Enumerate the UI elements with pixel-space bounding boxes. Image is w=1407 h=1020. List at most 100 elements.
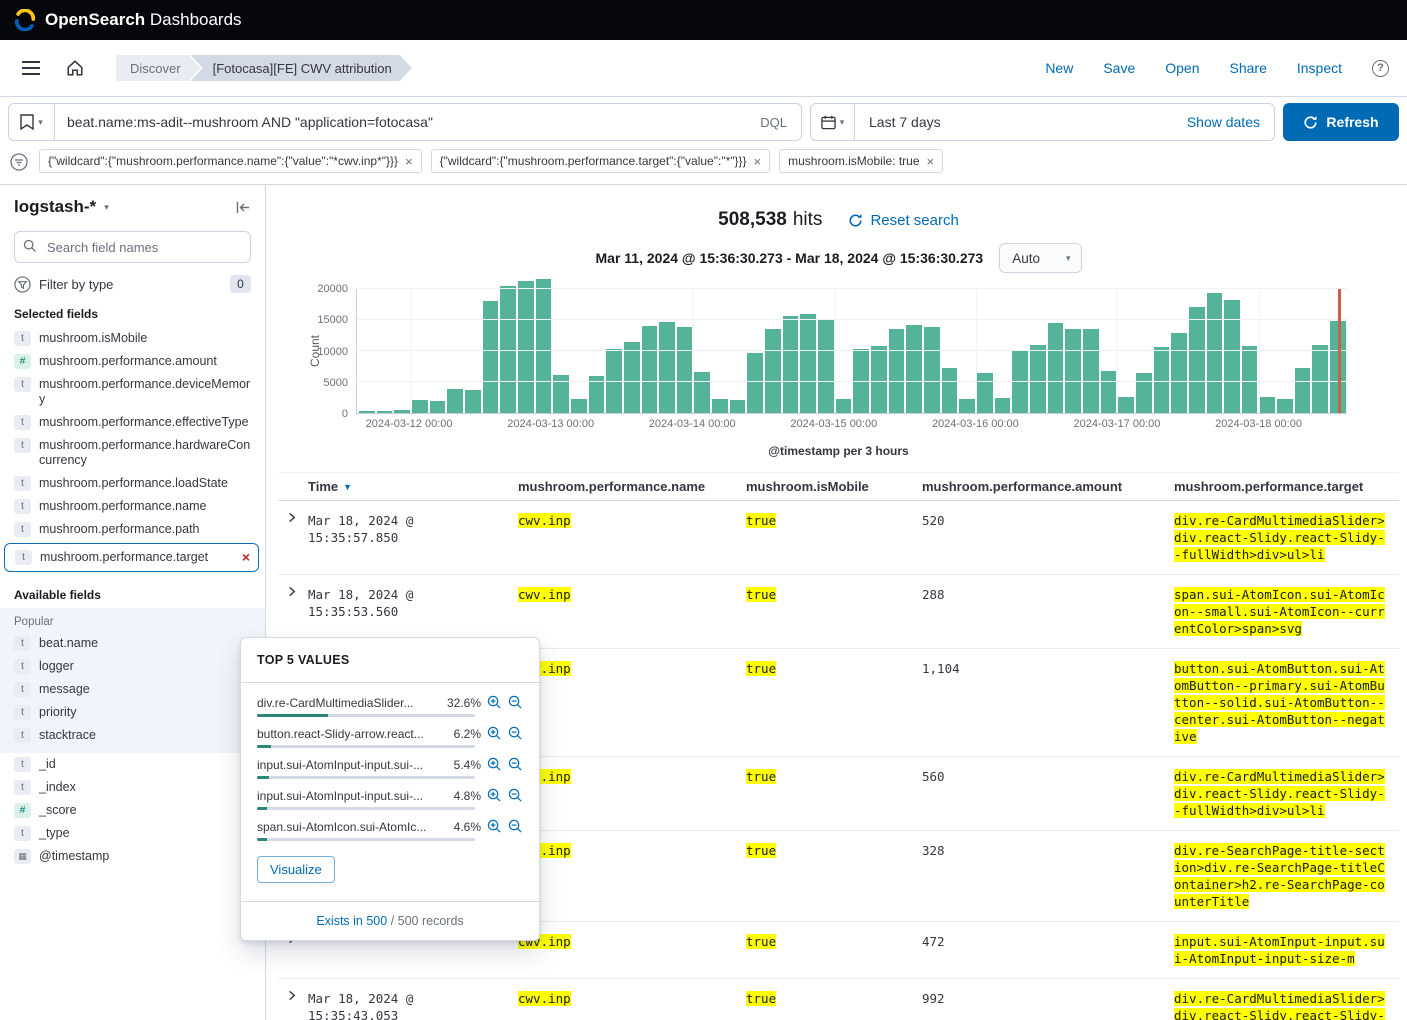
histogram-bar[interactable] — [588, 375, 605, 413]
field-item[interactable]: # mushroom.performance.amount — [0, 350, 265, 373]
collapse-sidebar-icon[interactable] — [236, 201, 251, 214]
inspect-button[interactable]: Inspect — [1296, 60, 1342, 76]
exists-in-link[interactable]: Exists in 500 — [316, 914, 388, 928]
histogram-bar[interactable] — [871, 346, 887, 413]
home-icon[interactable] — [62, 55, 88, 81]
field-item[interactable]: t mushroom.performance.path — [0, 518, 265, 541]
histogram-bar[interactable] — [888, 329, 905, 413]
filter-options-icon[interactable] — [8, 151, 30, 173]
search-field-names-input[interactable] — [14, 231, 251, 263]
expand-row-button[interactable] — [278, 979, 308, 1020]
histogram-bar[interactable] — [623, 342, 640, 413]
histogram-bar[interactable] — [1135, 373, 1152, 413]
column-performance-amount[interactable]: mushroom.performance.amount — [922, 479, 1123, 494]
menu-icon[interactable] — [18, 57, 44, 79]
filter-pill[interactable]: {"wildcard":{"mushroom.performance.name"… — [39, 149, 422, 173]
field-item[interactable]: t mushroom.performance.loadState — [0, 472, 265, 495]
help-icon[interactable]: ? — [1372, 59, 1389, 77]
column-performance-target[interactable]: mushroom.performance.target — [1174, 479, 1364, 494]
histogram-bar[interactable] — [1171, 333, 1187, 413]
top-value-label[interactable]: div.re-CardMultimediaSlider... — [257, 695, 414, 710]
histogram-bar[interactable] — [394, 410, 410, 413]
histogram-bar[interactable] — [447, 388, 463, 413]
field-item[interactable]: t beat.name — [0, 632, 265, 655]
field-item[interactable]: t _type — [0, 822, 265, 845]
remove-filter-icon[interactable]: × — [753, 153, 762, 169]
magnify-plus-filter-icon[interactable] — [487, 819, 502, 834]
histogram-bar[interactable] — [1188, 307, 1205, 413]
magnify-minus-filter-icon[interactable] — [508, 788, 523, 803]
field-item[interactable]: t mushroom.isMobile — [0, 327, 265, 350]
histogram-bar[interactable] — [800, 313, 817, 413]
histogram-bar[interactable] — [994, 398, 1011, 413]
histogram-bar[interactable] — [482, 300, 499, 413]
saved-query-menu-button[interactable]: ▾ — [9, 104, 55, 140]
top-value-label[interactable]: button.react-Slidy-arrow.react... — [257, 726, 424, 741]
histogram-bar[interactable] — [429, 401, 446, 413]
interval-select[interactable]: Auto ▾ — [999, 243, 1082, 273]
histogram-bar[interactable] — [1065, 328, 1081, 413]
index-pattern-switcher[interactable]: logstash-* ▾ — [14, 197, 109, 217]
histogram-bar[interactable] — [694, 372, 711, 413]
histogram-bar[interactable] — [641, 325, 658, 413]
field-item[interactable]: ▦ @timestamp — [0, 845, 265, 868]
histogram-bar[interactable] — [1277, 398, 1293, 413]
column-performance-name[interactable]: mushroom.performance.name — [518, 479, 706, 494]
histogram-bar[interactable] — [959, 398, 975, 413]
magnify-minus-filter-icon[interactable] — [508, 726, 523, 741]
histogram-bar[interactable] — [570, 399, 587, 413]
share-button[interactable]: Share — [1229, 60, 1267, 76]
histogram-bar[interactable] — [1153, 346, 1170, 413]
field-item[interactable]: t mushroom.performance.name — [0, 495, 265, 518]
top-value-label[interactable]: span.sui-AtomIcon.sui-AtomIc... — [257, 819, 427, 834]
histogram-bar[interactable] — [835, 399, 852, 413]
query-input[interactable]: beat.name:ms-adit--mushroom AND "applica… — [67, 114, 433, 130]
calendar-icon[interactable]: ▾ — [811, 104, 855, 140]
column-ismobile[interactable]: mushroom.isMobile — [746, 479, 869, 494]
histogram-bar[interactable] — [1294, 368, 1311, 413]
histogram-bar[interactable] — [924, 326, 940, 413]
histogram-bar[interactable] — [1224, 299, 1240, 413]
histogram-bar[interactable] — [906, 324, 922, 413]
reset-search-button[interactable]: Reset search — [848, 212, 959, 229]
histogram-bar[interactable] — [1029, 345, 1046, 413]
histogram-bar[interactable] — [535, 279, 552, 413]
histogram-bar[interactable] — [1082, 329, 1099, 413]
field-item[interactable]: t logger — [0, 655, 265, 678]
histogram-bar[interactable] — [818, 319, 834, 413]
magnify-plus-filter-icon[interactable] — [487, 788, 502, 803]
field-item[interactable]: t _index — [0, 776, 265, 799]
field-item[interactable]: # _score — [0, 799, 265, 822]
histogram-bar[interactable] — [464, 390, 481, 413]
query-language-button[interactable]: DQL — [760, 114, 787, 130]
magnify-plus-filter-icon[interactable] — [487, 757, 502, 772]
refresh-button[interactable]: Refresh — [1283, 103, 1399, 141]
histogram-bar[interactable] — [747, 353, 764, 413]
histogram-bar[interactable] — [1100, 370, 1117, 413]
remove-filter-icon[interactable]: × — [926, 153, 935, 169]
histogram-bar[interactable] — [676, 326, 693, 413]
filter-pill[interactable]: {"wildcard":{"mushroom.performance.targe… — [430, 149, 771, 173]
histogram-bar[interactable] — [359, 411, 375, 413]
expand-row-button[interactable] — [278, 575, 308, 648]
expand-row-button[interactable] — [278, 501, 308, 574]
magnify-plus-filter-icon[interactable] — [487, 726, 502, 741]
magnify-minus-filter-icon[interactable] — [508, 757, 523, 772]
field-item[interactable]: t mushroom.performance.effectiveType — [0, 411, 265, 434]
open-button[interactable]: Open — [1165, 60, 1200, 76]
magnify-plus-filter-icon[interactable] — [487, 695, 502, 710]
histogram-bar[interactable] — [659, 322, 675, 413]
histogram-bar[interactable] — [553, 375, 569, 413]
histogram-bar[interactable] — [976, 372, 993, 413]
top-value-label[interactable]: input.sui-AtomInput-input.sui-... — [257, 788, 424, 803]
field-item[interactable]: t stacktrace — [0, 724, 265, 747]
magnify-minus-filter-icon[interactable] — [508, 819, 523, 834]
field-item[interactable]: t _id — [0, 753, 265, 776]
field-item[interactable]: t mushroom.performance.target × — [4, 543, 259, 572]
field-item[interactable]: t mushroom.performance.hardwareConcurrenc… — [0, 434, 265, 472]
filter-by-type-button[interactable]: Filter by type 0 — [14, 275, 251, 293]
histogram-bar[interactable] — [782, 316, 799, 413]
field-item[interactable]: t priority — [0, 701, 265, 724]
show-dates-button[interactable]: Show dates — [1186, 114, 1260, 130]
histogram-bar[interactable] — [1259, 397, 1276, 413]
